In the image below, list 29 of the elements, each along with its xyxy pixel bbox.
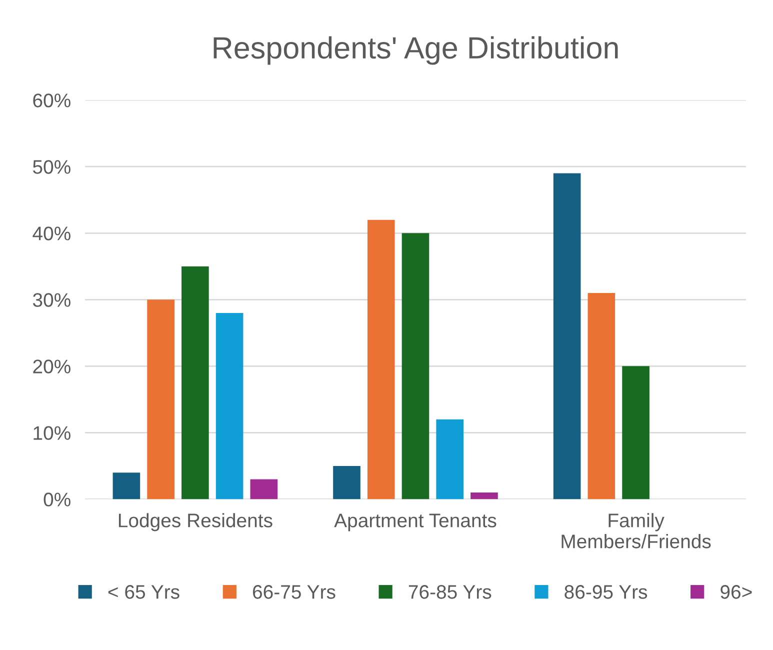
bar xyxy=(147,300,174,500)
legend-label: 96> xyxy=(720,585,752,599)
bar xyxy=(553,173,581,500)
legend-label: 66-75 Yrs xyxy=(252,585,336,599)
y-tick-label: 40% xyxy=(32,226,70,240)
bar xyxy=(250,479,278,500)
y-tick-label: 20% xyxy=(33,360,70,374)
legend-label: 76-85 Yrs xyxy=(408,585,492,599)
bar xyxy=(402,233,430,500)
x-tick-label: Lodges Residents xyxy=(118,513,272,532)
bar xyxy=(622,366,650,500)
y-tick-label: 30% xyxy=(32,293,70,307)
y-tick-label: 50% xyxy=(33,160,70,174)
bar xyxy=(182,266,209,500)
bar xyxy=(333,466,360,500)
bar xyxy=(367,220,395,500)
y-tick-label: 60% xyxy=(33,94,70,108)
bar xyxy=(470,492,498,500)
legend-label: 86-95 Yrs xyxy=(564,585,648,599)
y-tick-label: 10% xyxy=(34,426,70,440)
x-tick-label: Family Members/Friends xyxy=(562,513,711,548)
legend-label: < 65 Yrs xyxy=(108,585,180,599)
bar xyxy=(112,472,140,500)
bar xyxy=(588,293,616,500)
x-tick-label: Apartment Tenants xyxy=(334,514,496,532)
chart-title: Respondents' Age Distribution xyxy=(214,36,618,65)
bar xyxy=(216,312,244,500)
y-tick-label: 0% xyxy=(44,492,70,506)
bar xyxy=(436,419,464,500)
